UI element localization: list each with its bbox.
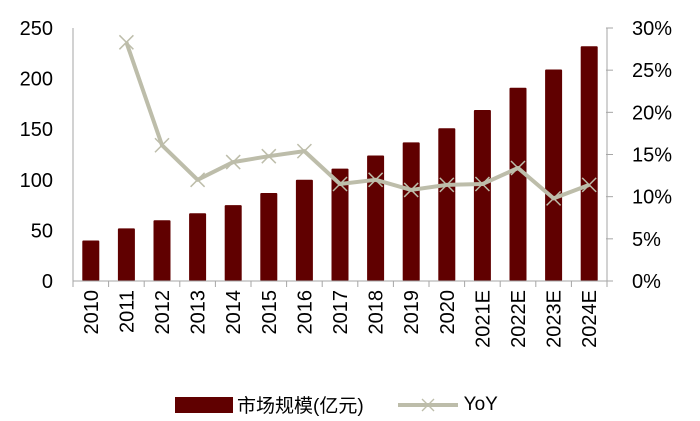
legend-bar-label: 市场规模(亿元) xyxy=(237,396,364,417)
bar xyxy=(189,213,207,281)
legend-line-label: YoY xyxy=(463,393,498,415)
bar xyxy=(367,155,385,281)
bar xyxy=(82,240,100,281)
bar xyxy=(153,220,171,281)
right-tick-label: 10% xyxy=(632,187,672,209)
left-tick-label: 250 xyxy=(20,18,53,40)
x-marker-icon xyxy=(510,160,526,176)
line-series xyxy=(118,34,597,206)
left-tick-label: 200 xyxy=(20,69,53,91)
left-tick-label: 150 xyxy=(20,119,53,141)
x-marker-icon xyxy=(154,137,170,153)
legend-item-line: YoY xyxy=(396,394,498,416)
x-tick-label: 2024E xyxy=(579,290,601,348)
left-tick-label: 50 xyxy=(31,220,53,242)
right-tick-label: 30% xyxy=(632,18,672,40)
bar xyxy=(438,128,456,281)
x-tick-label: 2015 xyxy=(259,290,281,335)
x-tick-label: 2016 xyxy=(294,290,316,335)
x-marker-icon xyxy=(474,176,490,192)
bar xyxy=(295,179,313,281)
left-tick-label: 0 xyxy=(42,271,53,293)
bar xyxy=(224,205,242,281)
bar xyxy=(509,87,527,281)
right-tick-label: 0% xyxy=(632,271,661,293)
bar xyxy=(545,69,563,281)
x-marker-icon xyxy=(118,34,134,50)
x-tick-label: 2022E xyxy=(508,290,530,348)
yoy-line xyxy=(124,41,590,201)
line-marker-swatch-icon xyxy=(397,398,458,411)
bar xyxy=(331,168,349,281)
x-tick-label: 2012 xyxy=(152,290,174,335)
bar-swatch-icon xyxy=(175,396,233,413)
x-marker-icon xyxy=(332,176,348,192)
right-tick-label: 25% xyxy=(632,60,672,82)
x-tick-label: 2023E xyxy=(544,290,566,348)
combo-chart: 0 50 100 150 200 250 0% 5% 10% 15% 20% 25% 30% 2010… xyxy=(20,18,673,348)
x-marker-icon xyxy=(439,177,455,193)
x-tick-label: 2014 xyxy=(223,290,245,335)
left-tick-label: 100 xyxy=(20,170,53,192)
x-tick-label: 2018 xyxy=(366,290,388,335)
right-tick-label: 15% xyxy=(632,145,672,167)
x-marker-icon xyxy=(368,172,384,188)
x-marker-icon xyxy=(261,148,277,164)
bar xyxy=(580,46,598,281)
x-tick-label: 2019 xyxy=(401,290,423,335)
x-marker-icon xyxy=(546,190,562,206)
x-marker-icon xyxy=(403,182,419,198)
x-marker-icon xyxy=(225,154,241,170)
bar-series xyxy=(82,46,598,281)
bar xyxy=(402,142,420,281)
left-y-axis: 0 50 100 150 200 250 xyxy=(20,18,74,293)
x-marker-icon xyxy=(190,172,206,188)
x-axis: 2010 2011 2012 2013 2014 2015 2016 2017 2018 2019… xyxy=(72,280,608,348)
bar xyxy=(260,192,278,281)
legend: 市场规模(亿元) YoY xyxy=(175,391,498,418)
right-tick-label: 20% xyxy=(632,102,672,124)
x-tick-label: 2011 xyxy=(116,290,138,333)
right-y-axis: 0% 5% 10% 15% 20% 25% 30% xyxy=(606,18,672,293)
x-tick-label: 2013 xyxy=(188,290,210,335)
x-marker-icon xyxy=(581,177,597,193)
legend-item-bar: 市场规模(亿元) xyxy=(175,391,364,418)
x-marker-icon xyxy=(296,143,312,159)
x-tick-label: 2020 xyxy=(437,290,459,335)
bar xyxy=(117,228,135,281)
bar xyxy=(473,109,491,281)
x-tick-label: 2010 xyxy=(81,290,103,335)
x-tick-label: 2017 xyxy=(330,290,352,335)
x-tick-label: 2021E xyxy=(472,290,494,348)
right-tick-label: 5% xyxy=(632,229,661,251)
